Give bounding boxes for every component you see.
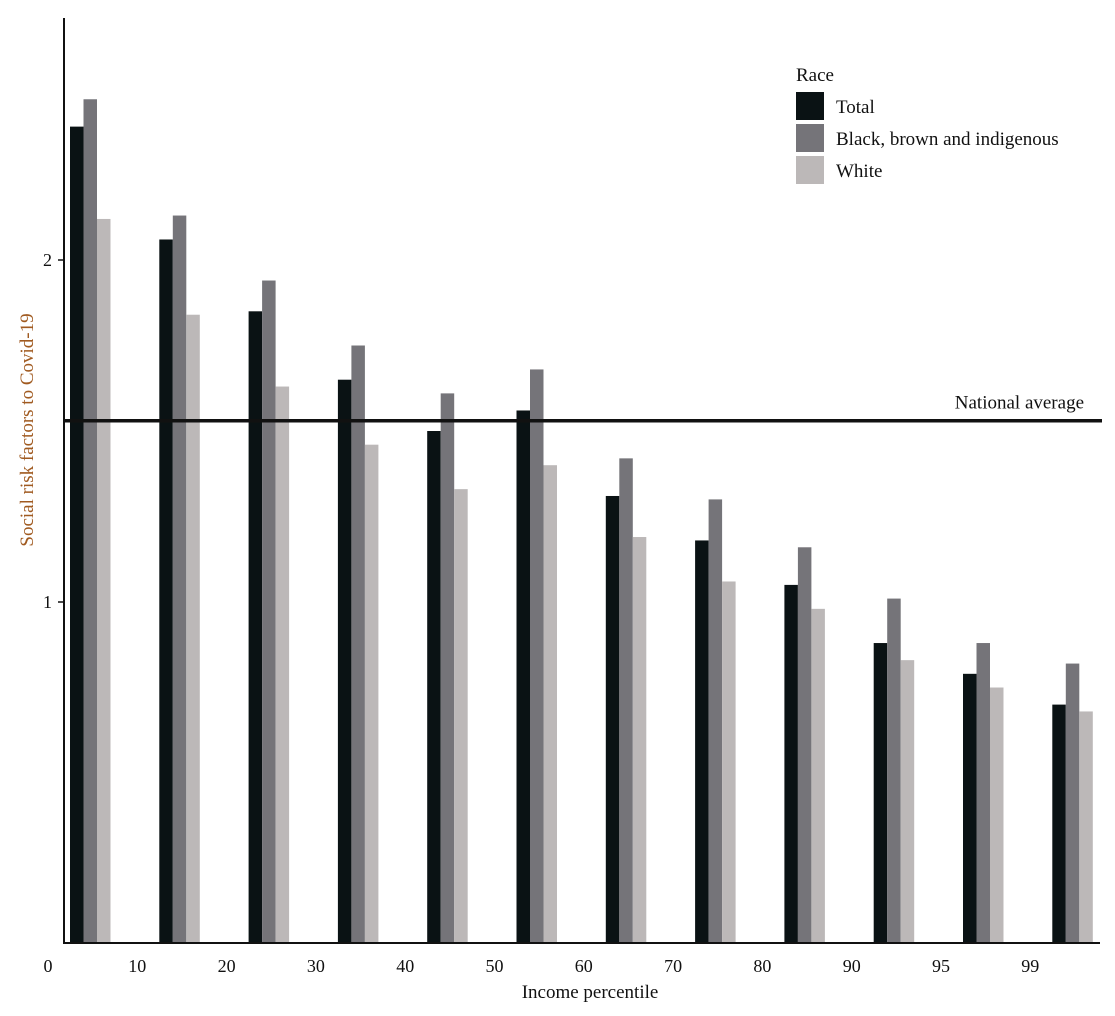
bar-black-brown-and-indigenous-99	[1065, 663, 1080, 944]
x-tick-label: 0	[44, 956, 53, 976]
x-tick-label: 80	[753, 956, 771, 976]
legend-swatch	[796, 156, 824, 184]
bar-white-60	[632, 537, 647, 944]
x-tick-label: 70	[664, 956, 682, 976]
legend-swatch	[796, 124, 824, 152]
bar-white-20	[275, 386, 290, 944]
legend: Race Total Black, brown and indigenous Whi…	[796, 65, 1059, 184]
x-tick-label: 20	[218, 956, 236, 976]
y-tick-label: 2	[43, 250, 52, 270]
bar-black-brown-and-indigenous-30	[351, 345, 365, 944]
national-average-label: National average	[955, 393, 1084, 414]
bar-total-40	[427, 431, 441, 944]
bar-white-95	[990, 687, 1004, 944]
bar-black-brown-and-indigenous-80	[797, 547, 812, 944]
x-tick-label: 40	[396, 956, 414, 976]
y-ticks: 12	[43, 250, 64, 612]
bar-total-80	[784, 584, 798, 944]
bars-layer	[70, 99, 1093, 945]
bar-total-95	[963, 673, 977, 944]
bar-total-20	[248, 311, 263, 944]
bar-black-brown-and-indigenous-50	[530, 369, 544, 944]
x-tick-label: 10	[128, 956, 146, 976]
bar-total-0	[70, 126, 84, 945]
bar-total-30	[337, 379, 352, 944]
x-tick-label: 95	[932, 956, 950, 976]
bar-black-brown-and-indigenous-10	[172, 215, 187, 945]
x-tick-labels: 0 10 20 30 40 50 60 70 80 90 95 99	[44, 956, 1040, 976]
y-axis-label: Social risk factors to Covid-19	[17, 313, 38, 546]
bar-white-0	[97, 218, 111, 944]
bar-total-10	[159, 239, 173, 945]
x-tick-label: 90	[843, 956, 861, 976]
bar-black-brown-and-indigenous-70	[708, 499, 723, 944]
bar-black-brown-and-indigenous-40	[440, 393, 455, 944]
bar-white-10	[186, 314, 200, 945]
bar-black-brown-and-indigenous-95	[976, 643, 990, 944]
bar-total-99	[1052, 704, 1066, 944]
bar-white-80	[811, 608, 825, 944]
legend-label: White	[836, 161, 882, 182]
bar-white-90	[900, 660, 915, 944]
y-tick-label: 1	[43, 592, 52, 612]
bar-black-brown-and-indigenous-0	[83, 99, 97, 944]
bar-white-70	[722, 581, 736, 944]
bar-black-brown-and-indigenous-60	[619, 458, 633, 944]
bar-white-99	[1079, 711, 1093, 944]
bar-total-50	[516, 410, 530, 945]
bar-total-90	[873, 643, 888, 944]
x-tick-label: 60	[575, 956, 593, 976]
legend-swatch	[796, 92, 824, 120]
x-tick-label: 30	[307, 956, 325, 976]
bar-white-40	[454, 489, 468, 944]
legend-title: Race	[796, 65, 834, 86]
bar-white-50	[543, 465, 557, 944]
x-tick-label: 99	[1021, 956, 1039, 976]
bar-total-60	[605, 495, 620, 944]
bar-black-brown-and-indigenous-90	[887, 598, 901, 944]
bar-white-30	[364, 444, 379, 944]
legend-label: Total	[836, 97, 875, 118]
legend-label: Black, brown and indigenous	[836, 129, 1059, 150]
bar-black-brown-and-indigenous-20	[262, 280, 276, 944]
x-axis-label: Income percentile	[522, 982, 659, 1003]
x-tick-label: 50	[486, 956, 504, 976]
bar-total-70	[695, 540, 709, 944]
